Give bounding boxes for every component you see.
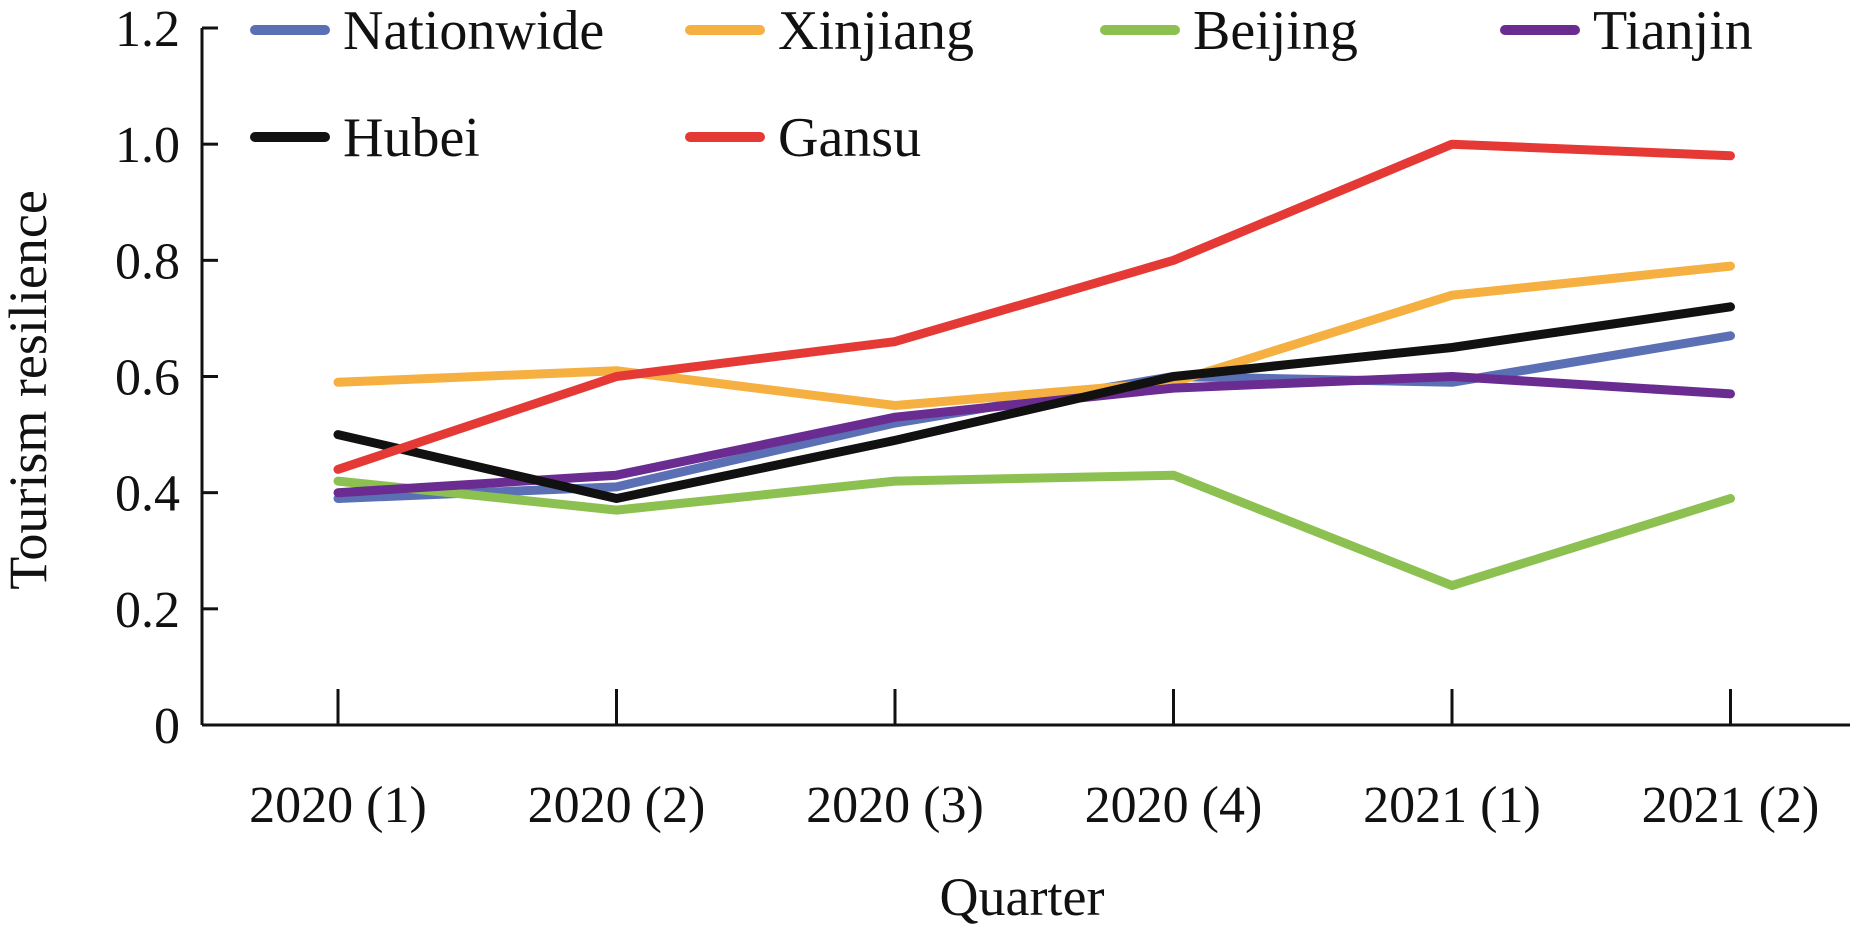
y-tick-label: 0.4 (115, 466, 180, 523)
legend-label: Nationwide (343, 0, 604, 62)
legend-label: Beijing (1193, 0, 1358, 62)
x-ticks: 2020 (1) 2020 (2) 2020 (3) 2020 (4) 2021 (1)… (249, 689, 1819, 834)
legend-label: Gansu (778, 107, 921, 169)
legend: Nationwide Xinjiang Beijing Tianjin Hubei Gan… (250, 0, 1753, 169)
legend-item-gansu: Gansu (685, 107, 921, 169)
legend-item-beijing: Beijing (1100, 0, 1358, 62)
x-tick-label: 2021 (2) (1642, 777, 1820, 834)
legend-label: Xinjiang (778, 0, 974, 62)
y-ticks: 0 0.2 0.4 0.6 0.8 1.0 1.2 (115, 1, 218, 755)
x-tick-label: 2020 (1) (249, 777, 427, 834)
legend-item-tianjin: Tianjin (1500, 0, 1753, 62)
y-tick-label: 0.8 (115, 233, 180, 290)
legend-item-xinjiang: Xinjiang (685, 0, 974, 62)
y-tick-label: 0.2 (115, 582, 180, 639)
series-line-xinjiang (333, 261, 1735, 410)
series-line-beijing (333, 470, 1735, 591)
y-tick-label: 1.2 (115, 1, 180, 58)
x-tick-label: 2020 (3) (806, 777, 984, 834)
x-axis-title: Quarter (940, 867, 1105, 927)
y-tick-label: 0 (154, 698, 180, 755)
x-tick-label: 2020 (4) (1085, 777, 1263, 834)
series-line-tianjin (333, 372, 1735, 498)
x-tick-label: 2021 (1) (1363, 777, 1541, 834)
y-axis-title: Tourism resilience (0, 190, 58, 590)
legend-item-hubei: Hubei (250, 107, 480, 169)
series-line-gansu (333, 139, 1735, 474)
y-tick-label: 1.0 (115, 117, 180, 174)
legend-label: Hubei (343, 107, 480, 169)
x-tick-label: 2020 (2) (528, 777, 706, 834)
series-lines (333, 139, 1735, 591)
y-tick-label: 0.6 (115, 350, 180, 407)
series-line-hubei (333, 302, 1735, 503)
legend-label: Tianjin (1593, 0, 1753, 62)
legend-item-nationwide: Nationwide (250, 0, 604, 62)
